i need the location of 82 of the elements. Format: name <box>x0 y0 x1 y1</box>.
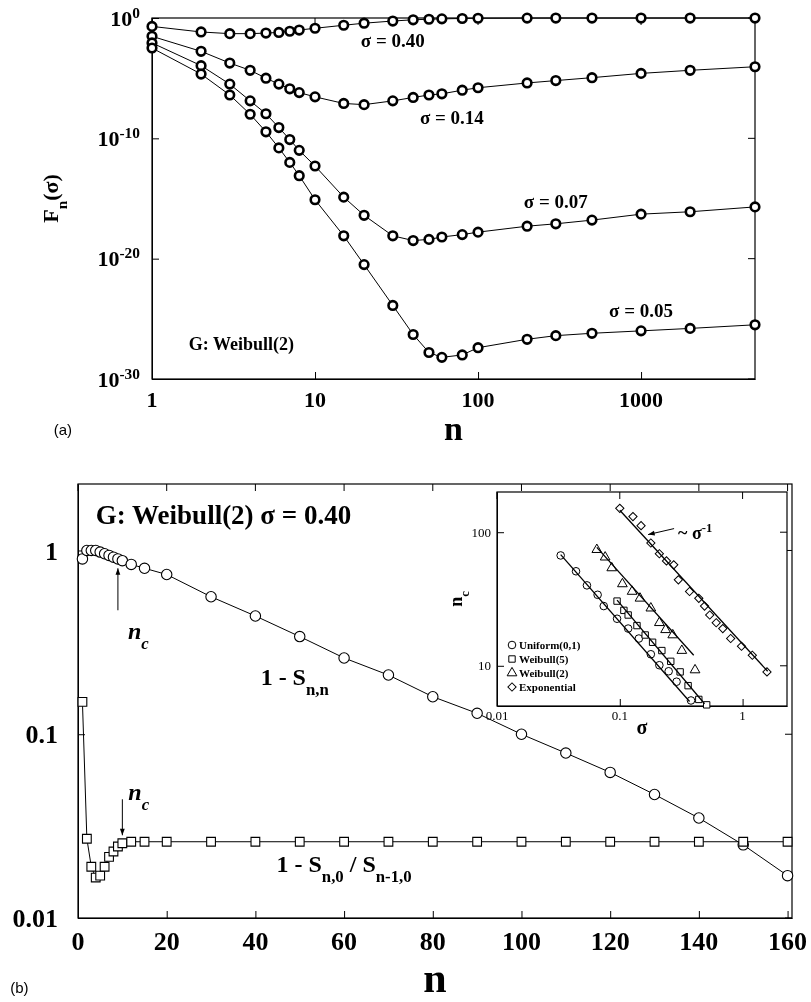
point <box>560 836 571 847</box>
point <box>472 836 483 847</box>
annotation: ~ σ$^{-1}$ <box>678 520 713 543</box>
x-tick-label: 10 <box>304 387 327 412</box>
annotation: n$_{c}$ <box>127 617 150 653</box>
point <box>383 836 394 847</box>
point <box>338 652 350 664</box>
point <box>249 610 262 622</box>
series-label: σ = 0.40 <box>360 30 425 52</box>
point <box>293 630 306 643</box>
point <box>86 861 97 872</box>
legend-label: Weibull(2) <box>519 666 569 680</box>
point <box>516 836 527 847</box>
point <box>693 812 705 824</box>
x-tick-label: 40 <box>242 927 269 956</box>
series-label: 1 - S$_{n,n}$ <box>260 663 330 699</box>
annotation: G: Weibull(2) <box>188 334 294 356</box>
y-tick-label: 10$^{-20}$ <box>97 243 141 272</box>
series-label: σ = 0.05 <box>609 299 674 321</box>
legend-label: Weibull(5) <box>519 652 569 666</box>
point <box>205 591 217 603</box>
point <box>382 669 395 681</box>
point <box>781 869 794 882</box>
series-label: σ = 0.07 <box>523 190 589 212</box>
point <box>95 870 106 881</box>
point <box>125 558 137 571</box>
x-tick-label: 140 <box>679 927 719 956</box>
point <box>560 747 572 759</box>
x-tick-label: 0 <box>71 927 85 956</box>
legend-label: Uniform(0,1) <box>519 638 581 652</box>
point <box>76 553 89 565</box>
series-label: 1 - S$_{n,0}$ / S$_{n-1,0}$ <box>276 850 412 886</box>
point <box>738 836 749 847</box>
y-tick-label: 1 <box>45 536 58 566</box>
x-tick-label: 1000 <box>619 387 664 412</box>
text: (a) <box>53 420 73 438</box>
point <box>250 836 261 847</box>
x-tick-label: 0.1 <box>611 708 628 723</box>
x-tick-label: 1 <box>146 387 158 412</box>
point <box>648 788 661 801</box>
point <box>206 836 216 847</box>
annotation: G: Weibull(2) σ = 0.40 <box>95 499 352 530</box>
point <box>81 833 92 844</box>
y-tick-label: 10$^{-10}$ <box>97 123 141 152</box>
x-tick-label: 100 <box>501 927 541 956</box>
point <box>117 838 128 849</box>
x-tick-label: 160 <box>768 927 808 956</box>
x-axis-title: n <box>444 410 464 447</box>
point <box>139 836 150 847</box>
point <box>116 554 129 567</box>
x-axis-title: n <box>423 955 447 1001</box>
text: (b) <box>10 979 29 997</box>
point <box>782 836 793 847</box>
point <box>339 836 350 847</box>
x-tick-label: 20 <box>153 927 180 956</box>
x-tick-label: 0.01 <box>485 708 509 723</box>
point <box>427 836 438 847</box>
point <box>99 861 110 872</box>
point <box>604 766 616 779</box>
point <box>515 728 528 740</box>
legend-label: Exponential <box>519 680 576 693</box>
x-tick-label: 1 <box>739 708 746 723</box>
point <box>471 707 483 720</box>
point <box>605 836 616 847</box>
point <box>138 562 151 575</box>
y-tick-label: 0.01 <box>12 904 58 934</box>
point <box>160 568 173 581</box>
x-tick-label: 120 <box>590 927 630 956</box>
point <box>294 836 305 847</box>
point <box>649 836 660 847</box>
y-tick-label: 10$^{0}$ <box>110 3 141 31</box>
series-label: σ = 0.14 <box>419 106 485 128</box>
point <box>693 836 704 847</box>
x-tick-label: 80 <box>419 927 446 956</box>
point <box>161 836 172 847</box>
y-tick-label: 10$^{-30}$ <box>97 364 141 392</box>
annotation: n$_{c}$ <box>128 778 150 814</box>
x-axis-title: σ <box>636 716 648 738</box>
point <box>427 690 439 703</box>
x-tick-label: 60 <box>331 927 358 956</box>
point <box>126 836 137 847</box>
point <box>77 696 88 707</box>
